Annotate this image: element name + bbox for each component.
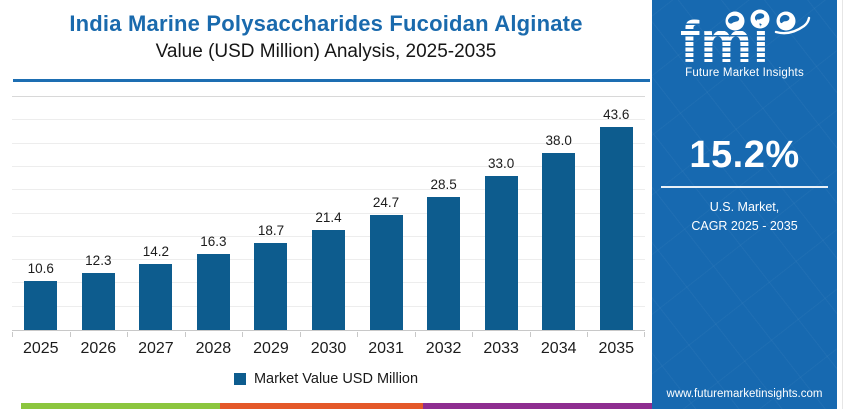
globe-icon-right: [776, 11, 796, 31]
axis-tick: [414, 332, 416, 337]
axis-tick: [587, 332, 589, 337]
bar-column-2034: 38.0: [530, 97, 588, 330]
chart-legend: Market Value USD Million: [0, 371, 652, 387]
bar-column-2035: 43.6: [587, 97, 645, 330]
axis-tick: [12, 332, 13, 337]
bar-2029: [254, 242, 288, 330]
cagr-caption-line1: U.S. Market,: [709, 200, 780, 214]
gridline: [12, 142, 645, 144]
bar-value-label: 33.0: [488, 156, 515, 172]
x-axis-label-2029: 2029: [253, 340, 289, 357]
axis-tick: [127, 332, 129, 337]
bar-value-label: 28.5: [430, 177, 457, 193]
bar-value-label: 43.6: [603, 106, 630, 122]
bar-2028: [196, 254, 230, 330]
bar-column-2031: 24.7: [357, 97, 415, 330]
x-axis-label-2026: 2026: [80, 340, 117, 357]
gridline: [12, 189, 645, 191]
globe-icon-center: [750, 9, 770, 29]
bar-column-2026: 12.3: [70, 97, 128, 330]
gridline: [12, 212, 645, 214]
footer-strip-orange: [220, 403, 423, 409]
x-axis-label-2035: 2035: [598, 340, 635, 357]
plot-area: 10.6 12.3 14.2 16.3 18.7 21.4 24.7 28.5 33.0 38.0…: [12, 96, 645, 331]
axis-tick: [69, 332, 71, 337]
gridline: [12, 165, 645, 167]
bar-column-2028: 16.3: [185, 97, 243, 330]
legend-swatch-icon: [233, 373, 246, 385]
bar-column-2027: 14.2: [127, 97, 185, 330]
bar-value-label: 10.6: [27, 260, 54, 276]
x-axis-label-2033: 2033: [483, 340, 519, 357]
bar-column-2025: 10.6: [12, 97, 70, 330]
x-axis-label-2034: 2034: [540, 340, 577, 357]
page-subtitle: Value (USD Million) Analysis, 2025-2035: [155, 41, 497, 62]
x-axis-label-2028: 2028: [195, 340, 232, 357]
stat-divider: [661, 186, 828, 188]
bar-value-label: 16.3: [200, 234, 227, 250]
x-axis-label-2027: 2027: [138, 340, 174, 357]
page-edge-line: [842, 0, 843, 409]
bar-value-label: 14.2: [142, 243, 169, 259]
bar-column-2029: 18.7: [242, 97, 300, 330]
logo-wordmark: fmi: [680, 10, 770, 75]
x-axis-labels: 2025 2026 2027 2028 2029 2030 2031 2032 2033 2034…: [12, 340, 645, 358]
axis-tick: [472, 332, 474, 337]
bar-value-label: 24.7: [372, 194, 400, 210]
cagr-caption: U.S. Market, CAGR 2025 - 2035: [652, 198, 837, 236]
bar-column-2033: 33.0: [472, 97, 530, 330]
bar-value-label: 38.0: [545, 132, 572, 148]
sidebar: fmi Future Market Insights 15.2% U.S. Ma…: [652, 0, 837, 409]
logo-company-name: Future Market Insights: [685, 67, 804, 79]
page-title: India Marine Polysaccharides Fucoidan Al…: [69, 11, 583, 36]
bar-value-label: 21.4: [315, 210, 342, 226]
bar-2035: [599, 126, 633, 330]
fmi-logo: fmi Future Market Insights: [676, 8, 813, 88]
x-axis-label-2031: 2031: [368, 340, 404, 357]
gridline: [12, 119, 645, 121]
globe-icon-left: [725, 11, 745, 31]
logo-globe-icons: [725, 9, 811, 35]
bar-2034: [542, 152, 576, 330]
x-axis-label-2032: 2032: [425, 340, 462, 357]
website-url: www.futuremarketinsights.com: [666, 388, 823, 400]
bar-2033: [484, 176, 518, 330]
axis-tick: [529, 332, 531, 337]
bar-2030: [312, 230, 345, 330]
bar-value-label: 12.3: [85, 252, 112, 268]
footer-strip-purple: [423, 403, 652, 409]
x-axis-label-2025: 2025: [22, 340, 59, 357]
cagr-caption-line2: CAGR 2025 - 2035: [691, 218, 798, 233]
bar-2027: [139, 263, 173, 330]
axis-tick: [357, 332, 359, 337]
header: India Marine Polysaccharides Fucoidan Al…: [0, 0, 652, 82]
bar-2031: [369, 214, 403, 330]
bar-value-label: 18.7: [257, 222, 285, 238]
axis-tick: [644, 332, 645, 337]
bar-2025: [24, 280, 58, 330]
axis-tick: [299, 332, 301, 337]
bar-2026: [81, 272, 115, 330]
x-axis-label-2030: 2030: [310, 340, 347, 357]
x-axis-ticks: [12, 332, 645, 337]
footer-strip-green: [21, 403, 220, 409]
swoosh-icon: [774, 16, 811, 35]
cagr-value: 15.2%: [689, 134, 800, 176]
axis-tick: [242, 332, 244, 337]
axis-tick: [184, 332, 186, 337]
bar-column-2032: 28.5: [415, 97, 473, 330]
bar-2032: [427, 197, 461, 330]
bar-column-2030: 21.4: [300, 97, 358, 330]
header-divider: [13, 79, 650, 82]
legend-label: Market Value USD Million: [253, 371, 419, 387]
